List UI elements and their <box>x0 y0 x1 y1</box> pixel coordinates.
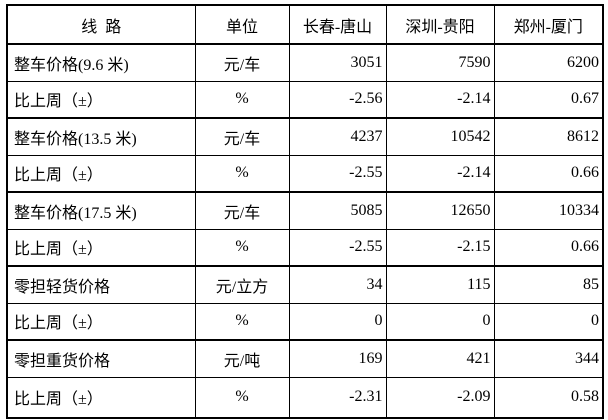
table-row: 比上周（±） % -2.55 -2.14 0.66 <box>6 154 604 193</box>
column-header-shenzhen-guiyang: 深圳-贵阳 <box>385 4 495 45</box>
value-cell: 0.66 <box>493 228 604 267</box>
table-row: 比上周（±） % -2.31 -2.09 0.58 <box>6 376 604 419</box>
value-cell: 10542 <box>385 117 495 156</box>
value-cell: -2.55 <box>288 228 387 267</box>
row-label-cell: 零担轻货价格 <box>6 265 196 304</box>
table-row: 比上周（±） % -2.56 -2.14 0.67 <box>6 80 604 119</box>
value-cell: 0.66 <box>493 154 604 193</box>
value-cell: -2.14 <box>385 80 495 119</box>
table-row: 整车价格(17.5 米) 元/车 5085 12650 10334 <box>6 191 604 230</box>
unit-cell: % <box>194 80 290 119</box>
row-label-cell: 比上周（±） <box>6 154 196 193</box>
unit-cell: % <box>194 376 290 419</box>
row-label-cell: 比上周（±） <box>6 302 196 341</box>
value-cell: 421 <box>385 339 495 378</box>
unit-cell: % <box>194 154 290 193</box>
table-header-row: 线 路 单位 长春-唐山 深圳-贵阳 郑州-厦门 <box>6 4 604 45</box>
value-cell: 8612 <box>493 117 604 156</box>
value-cell: 0 <box>493 302 604 341</box>
unit-cell: % <box>194 228 290 267</box>
value-cell: 5085 <box>288 191 387 230</box>
column-header-route: 线 路 <box>6 4 196 45</box>
unit-cell: 元/车 <box>194 43 290 82</box>
column-header-changchun-tangshan: 长春-唐山 <box>288 4 387 45</box>
value-cell: 0 <box>385 302 495 341</box>
value-cell: 3051 <box>288 43 387 82</box>
value-cell: 344 <box>493 339 604 378</box>
unit-cell: 元/吨 <box>194 339 290 378</box>
value-cell: -2.15 <box>385 228 495 267</box>
table-row: 零担轻货价格 元/立方 34 115 85 <box>6 265 604 304</box>
value-cell: -2.55 <box>288 154 387 193</box>
row-label-cell: 比上周（±） <box>6 376 196 419</box>
row-label-cell: 比上周（±） <box>6 228 196 267</box>
value-cell: -2.31 <box>288 376 387 419</box>
value-cell: 6200 <box>493 43 604 82</box>
table-row: 整车价格(9.6 米) 元/车 3051 7590 6200 <box>6 43 604 82</box>
value-cell: 115 <box>385 265 495 304</box>
value-cell: -2.14 <box>385 154 495 193</box>
value-cell: 0 <box>288 302 387 341</box>
unit-cell: % <box>194 302 290 341</box>
value-cell: 169 <box>288 339 387 378</box>
value-cell: 4237 <box>288 117 387 156</box>
row-label-cell: 整车价格(13.5 米) <box>6 117 196 156</box>
value-cell: 85 <box>493 265 604 304</box>
unit-cell: 元/立方 <box>194 265 290 304</box>
value-cell: 12650 <box>385 191 495 230</box>
column-header-zhengzhou-xiamen: 郑州-厦门 <box>493 4 604 45</box>
table-row: 比上周（±） % 0 0 0 <box>6 302 604 341</box>
freight-price-table: 线 路 单位 长春-唐山 深圳-贵阳 郑州-厦门 整车价格(9.6 米) 元/车… <box>6 4 604 419</box>
row-label-cell: 比上周（±） <box>6 80 196 119</box>
row-label-cell: 整车价格(17.5 米) <box>6 191 196 230</box>
table-row: 整车价格(13.5 米) 元/车 4237 10542 8612 <box>6 117 604 156</box>
value-cell: 0.67 <box>493 80 604 119</box>
value-cell: 34 <box>288 265 387 304</box>
value-cell: -2.56 <box>288 80 387 119</box>
value-cell: 0.58 <box>493 376 604 419</box>
table-row: 零担重货价格 元/吨 169 421 344 <box>6 339 604 378</box>
unit-cell: 元/车 <box>194 191 290 230</box>
table-row: 比上周（±） % -2.55 -2.15 0.66 <box>6 228 604 267</box>
row-label-cell: 整车价格(9.6 米) <box>6 43 196 82</box>
unit-cell: 元/车 <box>194 117 290 156</box>
value-cell: 10334 <box>493 191 604 230</box>
column-header-unit: 单位 <box>194 4 290 45</box>
value-cell: 7590 <box>385 43 495 82</box>
value-cell: -2.09 <box>385 376 495 419</box>
row-label-cell: 零担重货价格 <box>6 339 196 378</box>
